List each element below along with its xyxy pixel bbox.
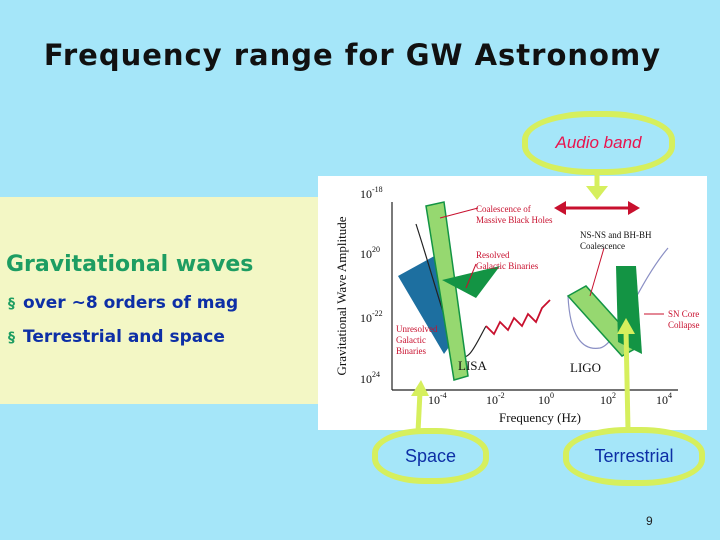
bullet-item: § over ~8 orders of mag <box>8 293 238 313</box>
bullet-marker-icon: § <box>8 296 15 312</box>
pointer-line <box>439 207 479 219</box>
pointer-line <box>465 263 477 289</box>
pointer-line <box>589 247 605 297</box>
y-tick-label: 10-18 <box>360 185 383 201</box>
audio-band-arrow-right-icon <box>628 201 640 215</box>
label-resolved-binaries: Resolved Galactic Binaries <box>476 250 539 271</box>
bullet-item: § Terrestrial and space <box>8 327 225 347</box>
gw-frequency-figure: Gravitational Wave Amplitude 10-18 1020 … <box>318 176 707 430</box>
ligo-sensitivity-curve <box>567 247 669 349</box>
label-coalescence-bh: Coalescence of Massive Black Holes <box>476 204 553 225</box>
callout-space: Space <box>372 428 489 484</box>
bullet-text: over ~8 orders of mag <box>23 293 239 313</box>
bullet-text: Terrestrial and space <box>23 327 225 347</box>
label-unresolved-binaries: Unresolved Galactic Binaries <box>396 324 438 356</box>
callout-terrestrial: Terrestrial <box>563 427 705 486</box>
label-ligo: LIGO <box>570 360 601 375</box>
x-tick-label: 102 <box>600 391 616 407</box>
y-tick-label: 10-22 <box>360 309 383 325</box>
figure-canvas: Gravitational Wave Amplitude 10-18 1020 … <box>334 185 700 425</box>
page-number: 9 <box>646 514 653 528</box>
sn-core-collapse-region <box>616 266 642 354</box>
heading-gravitational-waves: Gravitational waves <box>6 252 254 277</box>
slide-title: Frequency range for GW Astronomy <box>43 38 662 72</box>
resolved-binaries-trace <box>485 299 551 336</box>
audio-band-arrow-left-icon <box>554 201 566 215</box>
x-tick-label: 10-4 <box>428 391 447 407</box>
x-axis-label: Frequency (Hz) <box>499 410 581 425</box>
label-sn-core-collapse: SN Core Collapse <box>668 309 700 330</box>
resolved-binaries-region <box>442 266 500 298</box>
callout-terrestrial-label: Terrestrial <box>594 446 674 466</box>
x-tick-label: 104 <box>656 391 672 407</box>
y-tick-label: 1024 <box>360 370 380 386</box>
x-tick-label: 100 <box>538 391 554 407</box>
y-tick-label: 1020 <box>360 245 380 261</box>
bullet-marker-icon: § <box>8 330 15 346</box>
label-ns-bh-coalescence: NS-NS and BH-BH Coalescence <box>580 230 652 251</box>
x-tick-label: 10-2 <box>486 391 505 407</box>
label-lisa: LISA <box>458 358 488 373</box>
callout-audio-band: Audio band <box>522 111 675 175</box>
callout-space-label: Space <box>404 445 457 466</box>
massive-black-hole-band <box>425 201 469 381</box>
content-box <box>0 197 345 404</box>
callout-audio-label: Audio band <box>555 133 642 152</box>
y-axis-label: Gravitational Wave Amplitude <box>334 216 349 375</box>
